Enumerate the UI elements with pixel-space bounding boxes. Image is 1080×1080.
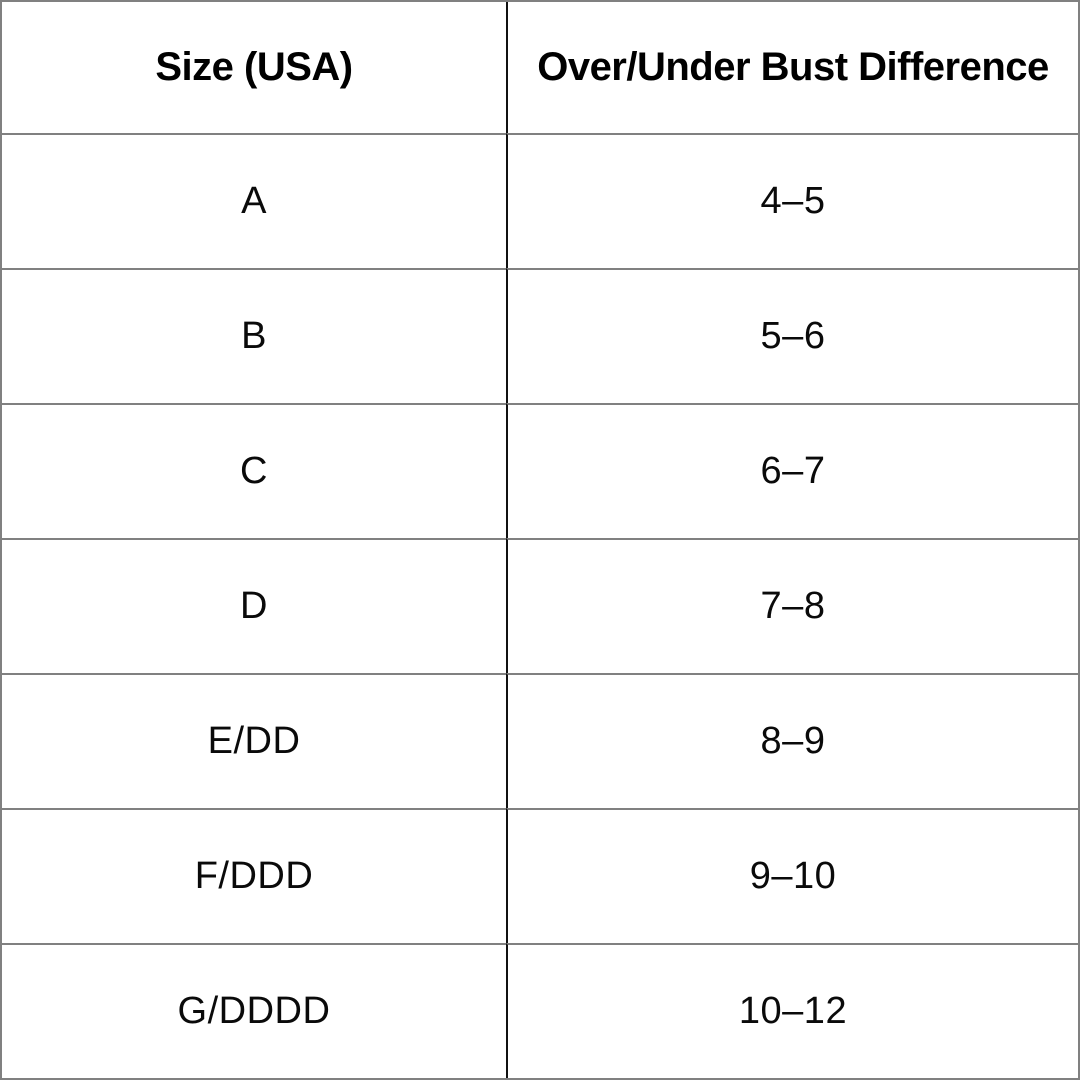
size-cell: A: [2, 133, 506, 268]
size-cell: E/DD: [2, 673, 506, 808]
column-header-bust-difference: Over/Under Bust Difference: [506, 2, 1078, 133]
size-cell: B: [2, 268, 506, 403]
size-cell: G/DDDD: [2, 943, 506, 1078]
difference-cell: 5–6: [506, 268, 1078, 403]
difference-cell: 6–7: [506, 403, 1078, 538]
difference-cell: 7–8: [506, 538, 1078, 673]
difference-cell: 9–10: [506, 808, 1078, 943]
difference-cell: 10–12: [506, 943, 1078, 1078]
difference-cell: 8–9: [506, 673, 1078, 808]
size-cell: D: [2, 538, 506, 673]
size-cell: F/DDD: [2, 808, 506, 943]
difference-cell: 4–5: [506, 133, 1078, 268]
column-header-size: Size (USA): [2, 2, 506, 133]
size-cell: C: [2, 403, 506, 538]
